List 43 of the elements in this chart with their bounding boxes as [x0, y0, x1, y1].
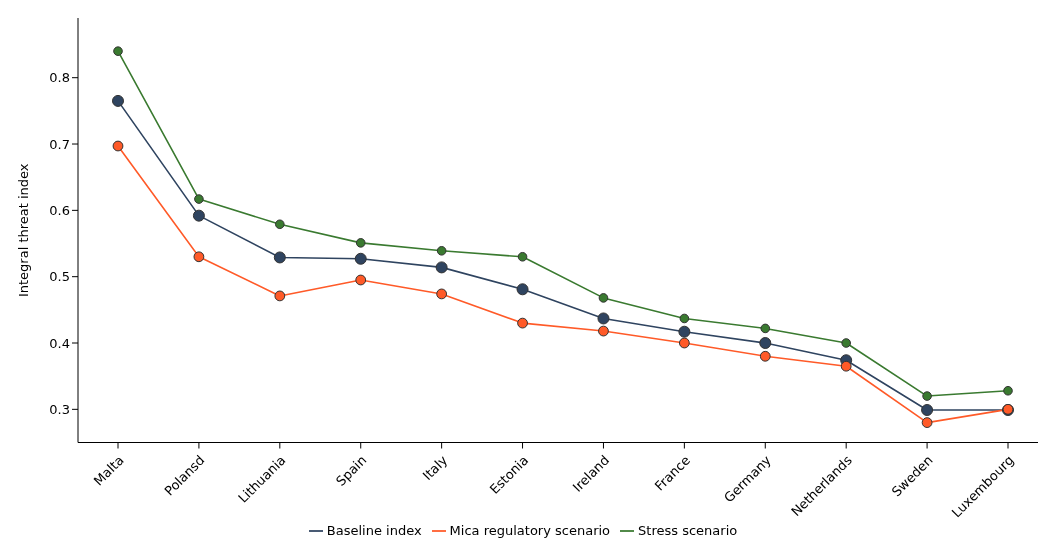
point — [597, 312, 610, 325]
point — [355, 238, 366, 248]
legend-label: Stress scenario — [638, 522, 738, 538]
point — [112, 140, 124, 152]
legend-label: Baseline index — [326, 522, 422, 538]
point — [1003, 385, 1013, 396]
y-axis-title: Integral threat index — [15, 163, 31, 298]
y-tick-label: 0.7 — [49, 136, 70, 152]
point — [598, 293, 609, 303]
point — [273, 251, 286, 264]
point — [194, 194, 204, 204]
point — [678, 325, 691, 338]
point — [274, 290, 286, 302]
point — [598, 325, 609, 337]
point — [112, 94, 124, 107]
y-tick-label: 0.3 — [49, 401, 70, 417]
point — [679, 313, 690, 324]
point — [193, 251, 205, 263]
y-tick-label: 0.6 — [49, 202, 70, 218]
point — [355, 274, 367, 286]
point — [921, 417, 933, 428]
point — [921, 404, 934, 416]
point — [354, 252, 367, 265]
point — [759, 350, 771, 362]
point — [841, 338, 851, 348]
point — [516, 283, 529, 296]
y-tick-label: 0.4 — [49, 335, 70, 351]
point — [192, 209, 205, 222]
point — [275, 219, 285, 230]
point — [436, 288, 448, 300]
point — [436, 246, 447, 256]
y-tick-label: 0.5 — [49, 269, 70, 285]
legend-label: Mica regulatory scenario — [449, 522, 611, 538]
point — [760, 323, 771, 334]
point — [517, 317, 528, 329]
point — [759, 337, 772, 350]
y-tick-label: 0.8 — [49, 70, 70, 86]
point — [922, 391, 932, 401]
point — [517, 251, 528, 262]
point — [678, 337, 690, 349]
point — [113, 46, 123, 56]
point — [435, 261, 448, 274]
point — [840, 360, 852, 372]
